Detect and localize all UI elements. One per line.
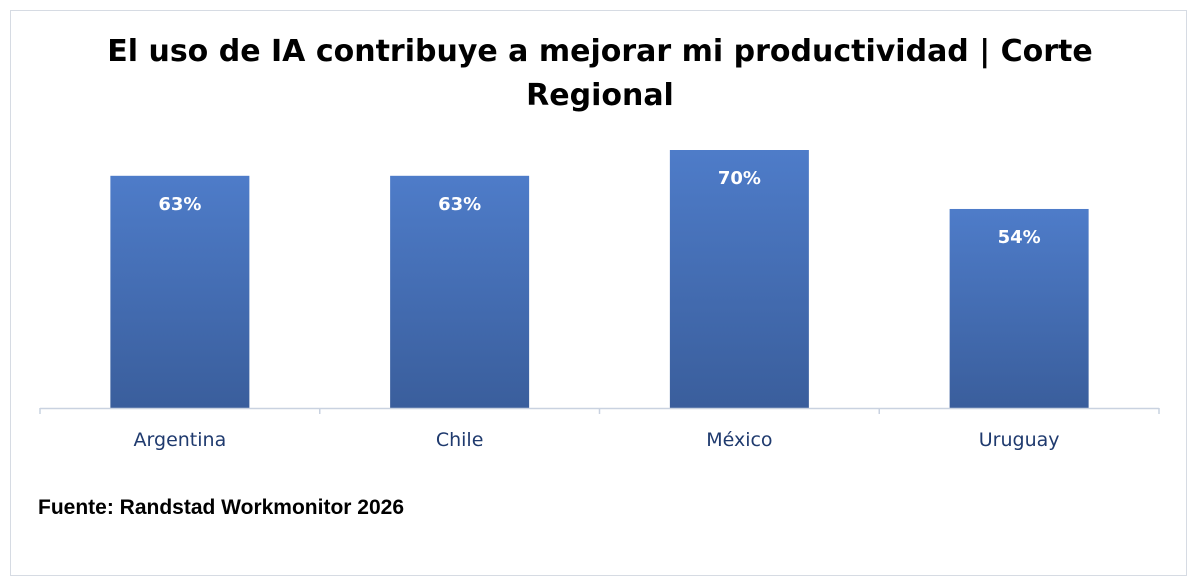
source-note: Fuente: Randstad Workmonitor 2026: [38, 496, 405, 519]
category-label: Argentina: [134, 429, 227, 451]
category-label: México: [706, 429, 772, 451]
labels-layer: 63% Argentina 63% Chile 70% México 54% Uruguay: [134, 168, 1060, 451]
bars-layer: [110, 150, 1089, 408]
chart-title: El uso de IA contribuye a mejorar mi pro…: [107, 34, 1093, 113]
category-label: Uruguay: [979, 429, 1060, 451]
data-label: 70%: [718, 168, 761, 189]
bar-chile: [390, 175, 530, 408]
data-label: 63%: [158, 194, 201, 215]
data-label: 54%: [998, 227, 1041, 248]
bar-mexico: [669, 150, 809, 408]
x-axis: [39, 407, 1160, 414]
category-label: Chile: [436, 429, 484, 451]
bar-uruguay: [949, 208, 1089, 408]
bar-argentina: [110, 175, 250, 408]
data-label: 63%: [438, 194, 481, 215]
